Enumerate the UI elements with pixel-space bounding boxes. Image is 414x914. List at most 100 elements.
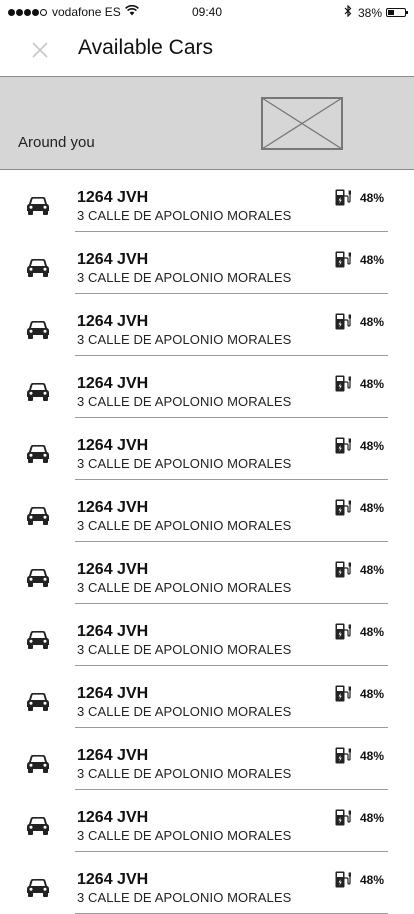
charging-station-icon — [335, 871, 351, 893]
car-plate: 1264 JVH — [77, 499, 149, 516]
car-battery-level: 48% — [360, 501, 385, 515]
car-battery-level: 48% — [360, 253, 385, 267]
car-battery-level: 48% — [360, 687, 385, 701]
car-battery-level: 48% — [360, 811, 385, 825]
wifi-icon — [124, 4, 139, 19]
charging-station-icon — [335, 313, 351, 335]
status-left: vodafone ES — [8, 4, 139, 19]
divider — [75, 727, 388, 728]
car-icon — [26, 878, 50, 903]
charging-station-icon — [335, 685, 351, 707]
close-button[interactable] — [24, 34, 56, 66]
car-list-item[interactable]: 1264 JVH 3 CALLE DE APOLONIO MORALES 48% — [0, 542, 414, 604]
charging-station-icon — [335, 189, 351, 211]
signal-dot — [32, 8, 39, 16]
car-battery-level: 48% — [360, 625, 385, 639]
page-title: Available Cars — [78, 36, 214, 59]
carrier-name: vodafone ES — [52, 5, 121, 19]
car-battery-level: 48% — [360, 377, 385, 391]
image-placeholder-icon — [261, 97, 343, 155]
car-address: 3 CALLE DE APOLONIO MORALES — [77, 332, 292, 347]
signal-strength-icon — [8, 8, 48, 16]
charging-station-icon — [335, 809, 351, 831]
car-icon — [26, 630, 50, 655]
car-icon — [26, 816, 50, 841]
car-list: 1264 JVH 3 CALLE DE APOLONIO MORALES 48% — [0, 170, 414, 914]
car-address: 3 CALLE DE APOLONIO MORALES — [77, 270, 292, 285]
signal-dot-empty — [40, 8, 47, 16]
divider — [75, 417, 388, 418]
car-address: 3 CALLE DE APOLONIO MORALES — [77, 394, 292, 409]
battery-icon — [386, 8, 408, 17]
status-right: 38% — [344, 4, 408, 20]
car-plate: 1264 JVH — [77, 685, 149, 702]
car-list-item[interactable]: 1264 JVH 3 CALLE DE APOLONIO MORALES 48% — [0, 852, 414, 914]
car-plate: 1264 JVH — [77, 623, 149, 640]
car-list-item[interactable]: 1264 JVH 3 CALLE DE APOLONIO MORALES 48% — [0, 666, 414, 728]
car-plate: 1264 JVH — [77, 189, 149, 206]
car-icon — [26, 196, 50, 221]
car-battery-level: 48% — [360, 563, 385, 577]
divider — [75, 355, 388, 356]
car-plate: 1264 JVH — [77, 437, 149, 454]
car-icon — [26, 506, 50, 531]
car-plate: 1264 JVH — [77, 251, 149, 268]
car-list-item[interactable]: 1264 JVH 3 CALLE DE APOLONIO MORALES 48% — [0, 728, 414, 790]
divider — [75, 603, 388, 604]
status-bar: vodafone ES 09:40 38% — [0, 0, 414, 24]
charging-station-icon — [335, 623, 351, 645]
divider — [75, 231, 388, 232]
car-battery-level: 48% — [360, 749, 385, 763]
car-address: 3 CALLE DE APOLONIO MORALES — [77, 642, 292, 657]
car-list-item[interactable]: 1264 JVH 3 CALLE DE APOLONIO MORALES 48% — [0, 418, 414, 480]
charging-station-icon — [335, 251, 351, 273]
close-icon — [32, 42, 48, 58]
status-time: 09:40 — [191, 5, 223, 19]
car-address: 3 CALLE DE APOLONIO MORALES — [77, 580, 292, 595]
bluetooth-icon — [344, 4, 352, 20]
divider — [75, 851, 388, 852]
car-list-item[interactable]: 1264 JVH 3 CALLE DE APOLONIO MORALES 48% — [0, 294, 414, 356]
car-address: 3 CALLE DE APOLONIO MORALES — [77, 704, 292, 719]
signal-dot — [16, 8, 23, 16]
car-list-item[interactable]: 1264 JVH 3 CALLE DE APOLONIO MORALES 48% — [0, 232, 414, 294]
charging-station-icon — [335, 375, 351, 397]
charging-station-icon — [335, 747, 351, 769]
car-list-item[interactable]: 1264 JVH 3 CALLE DE APOLONIO MORALES 48% — [0, 790, 414, 852]
car-battery-level: 48% — [360, 873, 385, 887]
car-icon — [26, 754, 50, 779]
car-icon — [26, 444, 50, 469]
car-address: 3 CALLE DE APOLONIO MORALES — [77, 518, 292, 533]
signal-dot — [8, 8, 15, 16]
car-plate: 1264 JVH — [77, 809, 149, 826]
car-address: 3 CALLE DE APOLONIO MORALES — [77, 208, 292, 223]
car-address: 3 CALLE DE APOLONIO MORALES — [77, 890, 292, 905]
divider — [75, 665, 388, 666]
charging-station-icon — [335, 499, 351, 521]
battery-percentage: 38% — [357, 5, 382, 20]
car-icon — [26, 320, 50, 345]
car-battery-level: 48% — [360, 315, 385, 329]
car-list-item[interactable]: 1264 JVH 3 CALLE DE APOLONIO MORALES 48% — [0, 604, 414, 666]
map-area[interactable]: Around you — [0, 76, 414, 170]
car-address: 3 CALLE DE APOLONIO MORALES — [77, 456, 292, 471]
battery-fill — [388, 10, 394, 15]
car-icon — [26, 258, 50, 283]
car-battery-level: 48% — [360, 439, 385, 453]
car-address: 3 CALLE DE APOLONIO MORALES — [77, 766, 292, 781]
car-address: 3 CALLE DE APOLONIO MORALES — [77, 828, 292, 843]
car-list-item[interactable]: 1264 JVH 3 CALLE DE APOLONIO MORALES 48% — [0, 480, 414, 542]
signal-dot — [24, 8, 31, 16]
car-plate: 1264 JVH — [77, 561, 149, 578]
car-list-item[interactable]: 1264 JVH 3 CALLE DE APOLONIO MORALES 48% — [0, 170, 414, 232]
car-plate: 1264 JVH — [77, 871, 149, 888]
divider — [75, 479, 388, 480]
car-icon — [26, 568, 50, 593]
header: Available Cars — [0, 24, 414, 76]
car-list-item[interactable]: 1264 JVH 3 CALLE DE APOLONIO MORALES 48% — [0, 356, 414, 418]
car-plate: 1264 JVH — [77, 375, 149, 392]
car-icon — [26, 382, 50, 407]
car-plate: 1264 JVH — [77, 313, 149, 330]
divider — [75, 541, 388, 542]
car-icon — [26, 692, 50, 717]
